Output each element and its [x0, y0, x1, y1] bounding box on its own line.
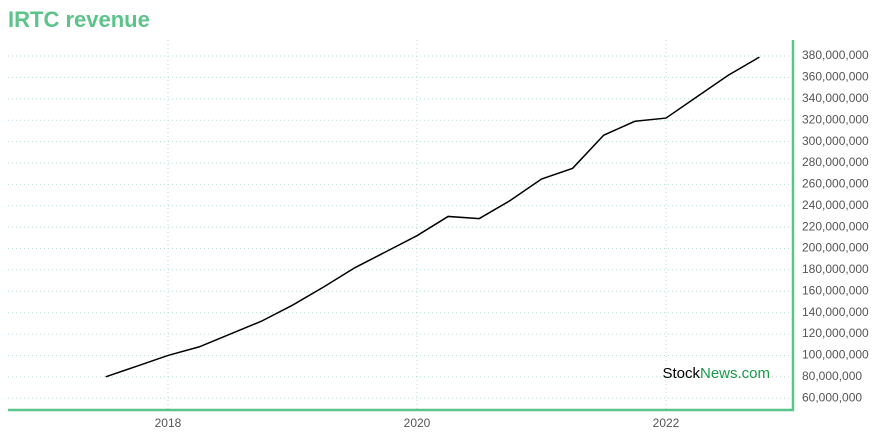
y-tick-label: 60,000,000: [802, 390, 862, 404]
y-tick-label: 220,000,000: [802, 219, 869, 233]
y-tick-label: 180,000,000: [802, 262, 869, 276]
y-tick-label: 80,000,000: [802, 369, 862, 383]
x-tick-label: 2020: [404, 416, 431, 430]
watermark-prefix: Stock: [662, 365, 700, 382]
y-tick-label: 320,000,000: [802, 112, 869, 126]
line-series: [105, 56, 760, 378]
x-tick-label: 2022: [653, 416, 680, 430]
grid: [8, 40, 793, 410]
y-tick-label: 380,000,000: [802, 48, 869, 62]
y-tick-label: 160,000,000: [802, 283, 869, 297]
y-tick-label: 140,000,000: [802, 305, 869, 319]
y-tick-label: 120,000,000: [802, 326, 869, 340]
y-tick-label: 300,000,000: [802, 134, 869, 148]
y-tick-label: 100,000,000: [802, 348, 869, 362]
watermark: StockNews.com: [662, 365, 770, 382]
y-tick-label: 240,000,000: [802, 198, 869, 212]
y-tick-label: 280,000,000: [802, 155, 869, 169]
y-tick-label: 260,000,000: [802, 177, 869, 191]
watermark-suffix: News.com: [700, 365, 770, 382]
y-tick-label: 340,000,000: [802, 91, 869, 105]
y-tick-label: 200,000,000: [802, 241, 869, 255]
x-tick-label: 2018: [155, 416, 182, 430]
chart-title: IRTC revenue: [8, 7, 150, 32]
y-tick-label: 360,000,000: [802, 70, 869, 84]
